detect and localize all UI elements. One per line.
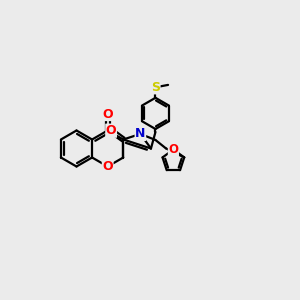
Text: S: S — [151, 81, 160, 94]
Text: O: O — [102, 107, 113, 121]
Text: O: O — [102, 160, 113, 173]
Text: N: N — [135, 128, 146, 140]
Text: O: O — [106, 124, 116, 137]
Text: O: O — [168, 143, 178, 156]
